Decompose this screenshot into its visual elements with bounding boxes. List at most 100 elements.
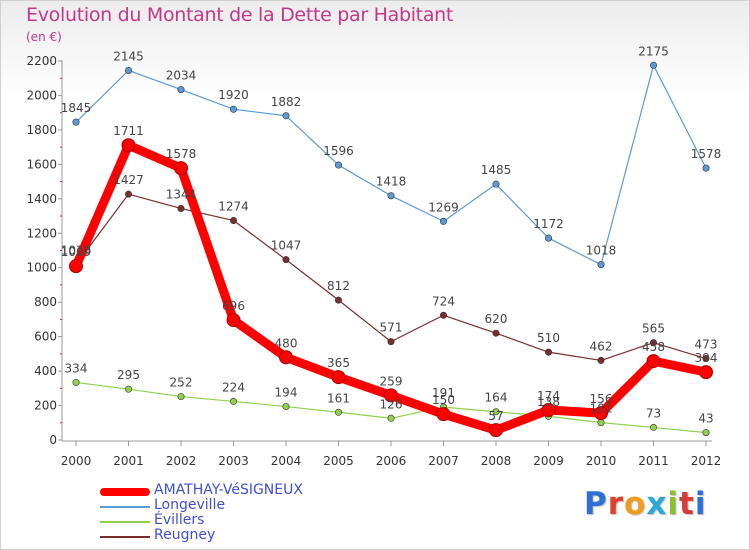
y-tick-label: 200: [34, 399, 57, 413]
data-label: 1596: [323, 144, 354, 158]
data-label: 1018: [61, 244, 92, 258]
data-point: [492, 180, 500, 188]
x-tick-label: 2012: [691, 454, 722, 468]
data-point: [279, 350, 293, 365]
data-point: [439, 311, 447, 319]
x-tick-label: 2011: [638, 454, 669, 468]
data-point: [699, 365, 713, 380]
data-label: 394: [695, 351, 718, 365]
series-line-3: [75, 193, 707, 362]
data-point: [282, 256, 290, 264]
data-label: 696: [222, 299, 245, 313]
data-point: [387, 414, 395, 422]
data-label: 462: [590, 339, 613, 353]
logo-letter: o: [624, 486, 647, 522]
unit-label: (en €): [26, 30, 62, 44]
logo-letter: r: [607, 486, 625, 522]
legend-swatch-amathay: [100, 488, 150, 496]
data-point: [72, 118, 80, 126]
data-label: 812: [327, 279, 350, 293]
data-label: 1274: [218, 200, 249, 214]
y-tick-label: 600: [34, 330, 57, 344]
data-point: [597, 261, 605, 269]
data-label: 174: [537, 389, 560, 403]
data-point: [177, 393, 185, 401]
data-point: [226, 313, 241, 328]
y-tick-label: 0: [49, 433, 57, 447]
data-label: 510: [537, 331, 560, 345]
x-tick-label: 2008: [481, 454, 512, 468]
x-tick-label: 2004: [271, 454, 302, 468]
data-label: 295: [117, 368, 140, 382]
x-tick-label: 2001: [113, 454, 144, 468]
data-label: 101: [590, 402, 613, 416]
legend-item-amathay: AMATHAY-VéSIGNEUX: [100, 483, 360, 499]
data-point: [387, 338, 395, 346]
legend-label-evillers: Évillers: [154, 512, 205, 528]
x-tick-label: 2007: [428, 454, 459, 468]
data-point: [282, 403, 290, 411]
legend-swatch-evillers: [100, 521, 150, 523]
data-label: 565: [642, 322, 665, 336]
data-label: 2145: [113, 49, 144, 63]
data-point: [334, 296, 342, 304]
legend-label-reugney: Reugney: [154, 527, 216, 543]
data-point: [282, 112, 290, 120]
chart-title: Evolution du Montant de la Dette par Hab…: [26, 4, 454, 26]
data-point: [72, 378, 80, 386]
data-point: [544, 348, 552, 356]
data-label: 1845: [61, 101, 92, 115]
data-label: 480: [275, 336, 298, 350]
data-point: [125, 385, 133, 393]
y-tick-label: 800: [34, 295, 57, 309]
data-label: 73: [646, 406, 661, 420]
y-tick-label: 1400: [26, 192, 57, 206]
y-tick-label: 2000: [26, 88, 57, 102]
data-point: [334, 161, 342, 169]
data-label: 620: [485, 312, 508, 326]
data-label: 473: [695, 338, 718, 352]
data-point: [174, 161, 188, 176]
data-point: [125, 190, 133, 198]
x-tick-label: 2005: [323, 454, 354, 468]
data-label: 164: [485, 391, 508, 405]
x-tick-label: 2009: [533, 454, 564, 468]
legend: AMATHAY-VéSIGNEUX Longeville Évillers Re…: [100, 483, 360, 544]
data-label: 1485: [481, 163, 512, 177]
data-label: 571: [380, 321, 403, 335]
y-tick-label: 1000: [26, 261, 57, 275]
data-point: [702, 355, 710, 363]
logo-letter: i: [667, 486, 679, 522]
data-point: [125, 66, 133, 74]
legend-label-longeville: Longeville: [154, 497, 226, 513]
data-label: 2034: [166, 69, 197, 83]
data-point: [541, 403, 556, 418]
data-point: [544, 234, 552, 242]
data-label: 150: [432, 393, 455, 407]
data-point: [177, 204, 185, 212]
data-label: 1882: [271, 95, 302, 109]
data-label: 194: [275, 386, 298, 400]
data-point: [649, 339, 657, 347]
data-point: [702, 429, 710, 437]
data-point: [597, 419, 605, 427]
legend-swatch-reugney: [100, 536, 150, 538]
legend-item-reugney: Reugney: [100, 527, 360, 544]
data-point: [649, 61, 657, 69]
data-point: [387, 192, 395, 200]
data-point: [121, 138, 136, 153]
data-label: 1018: [586, 244, 617, 258]
data-point: [646, 354, 661, 369]
data-label: 156: [590, 392, 613, 406]
data-point: [177, 86, 185, 94]
logo-letter: i: [694, 486, 707, 522]
data-point: [230, 217, 238, 225]
data-label: 138: [537, 395, 560, 409]
data-label: 126: [380, 397, 403, 411]
data-point: [230, 397, 238, 405]
data-point: [230, 105, 238, 113]
data-point: [489, 423, 503, 438]
data-point: [702, 164, 710, 172]
